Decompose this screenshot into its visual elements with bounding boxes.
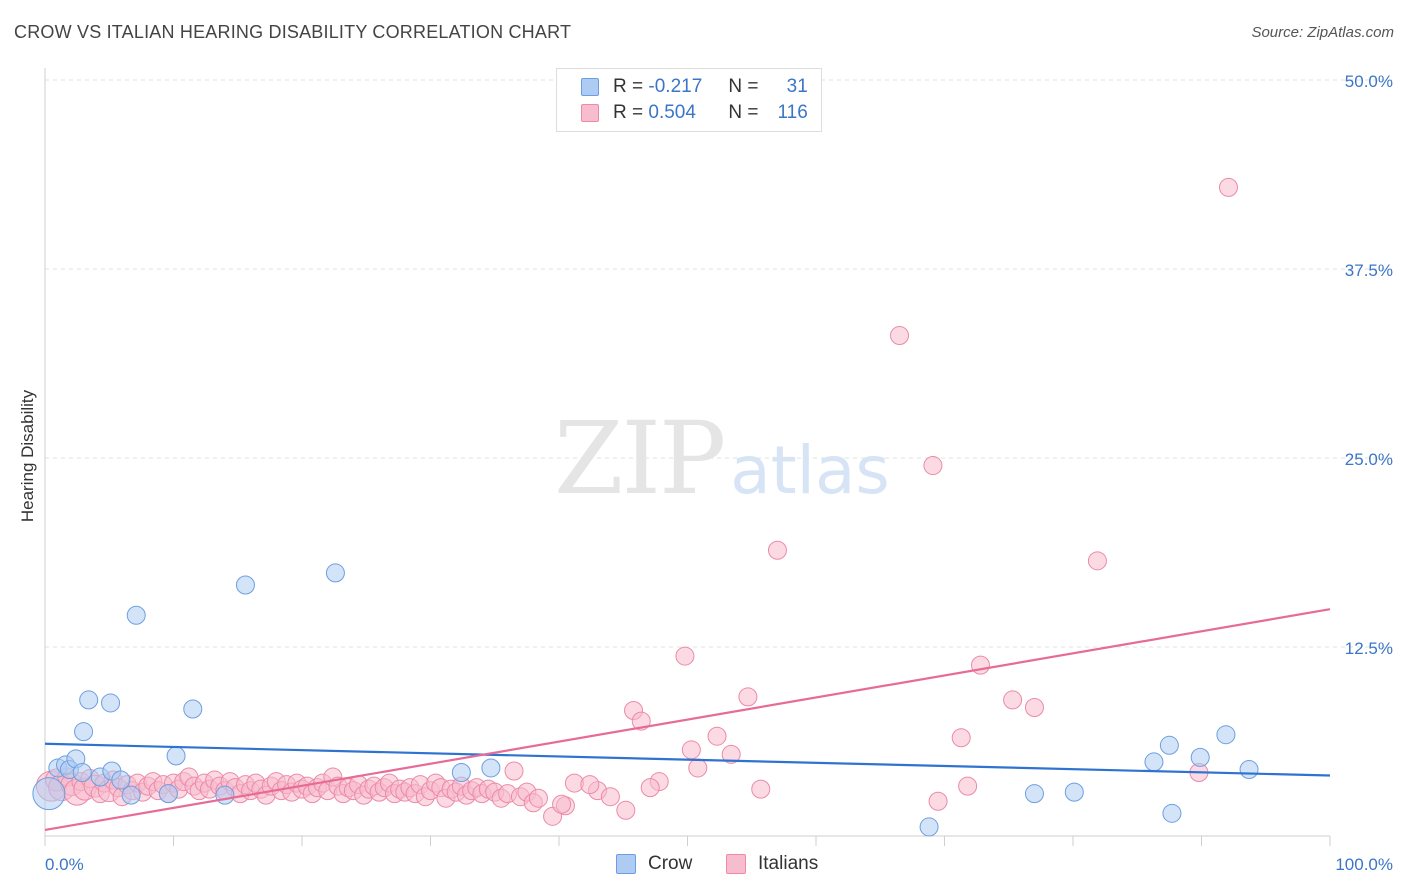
point-italians — [631, 711, 651, 731]
point-italians — [958, 776, 978, 796]
trend-line-italians — [44, 608, 1331, 832]
point-crow — [325, 563, 345, 583]
point-italians — [951, 728, 971, 748]
legend-row-italians: R = 0.504 N = 116 — [581, 101, 808, 125]
point-crow — [1024, 784, 1044, 804]
legend-row-crow: R = -0.217 N = 31 — [581, 75, 808, 99]
point-italians — [675, 646, 695, 666]
point-crow — [79, 690, 99, 710]
source-label: Source: ZipAtlas.com — [1251, 24, 1394, 41]
legend-item-italians[interactable]: Italians — [726, 852, 818, 876]
point-crow — [166, 746, 186, 766]
legend-bottom-swatch-crow — [616, 854, 636, 874]
point-italians — [616, 800, 636, 820]
point-italians — [1003, 690, 1023, 710]
point-italians — [738, 687, 758, 707]
y-tick-label: 12.5% — [1345, 639, 1393, 658]
x-tick-label: 0.0% — [45, 855, 84, 874]
legend-bottom-label-crow: Crow — [648, 853, 693, 874]
point-crow — [1162, 803, 1182, 823]
point-crow — [1239, 759, 1259, 779]
legend-n-value-italians: 116 — [777, 102, 808, 123]
point-italians — [767, 540, 787, 560]
point-crow — [121, 785, 141, 805]
point-crow — [158, 784, 178, 804]
trend-line-crow — [44, 742, 1331, 777]
point-crow — [1216, 725, 1236, 745]
point-italians — [580, 775, 600, 795]
point-italians — [890, 326, 910, 346]
point-crow — [111, 770, 131, 790]
point-italians — [1024, 697, 1044, 717]
legend-item-crow[interactable]: Crow — [616, 852, 692, 876]
y-tick-label: 50.0% — [1345, 72, 1393, 91]
point-crow — [215, 785, 235, 805]
chart-title: CROW VS ITALIAN HEARING DISABILITY CORRE… — [14, 22, 572, 42]
point-crow — [101, 693, 121, 713]
point-crow — [1159, 735, 1179, 755]
point-crow — [1190, 747, 1210, 767]
legend-n-label: N = — [728, 76, 759, 97]
point-crow — [74, 722, 94, 742]
point-crow — [481, 758, 501, 778]
point-italians — [681, 740, 701, 760]
legend-bottom-label-italians: Italians — [758, 853, 819, 874]
y-tick-label: 25.0% — [1345, 450, 1393, 469]
legend-bottom-swatch-italians — [726, 854, 746, 874]
legend-n-value-crow: 31 — [786, 76, 808, 97]
point-crow — [451, 762, 471, 782]
legend-n-label: N = — [728, 102, 759, 123]
point-italians — [600, 787, 620, 807]
point-crow — [72, 762, 92, 782]
point-italians — [721, 744, 741, 764]
point-crow — [32, 777, 66, 811]
legend-r-label: R = — [613, 102, 644, 123]
point-crow — [183, 699, 203, 719]
point-italians — [923, 456, 943, 476]
point-italians — [751, 779, 771, 799]
point-crow — [235, 575, 255, 595]
legend-r-label: R = — [613, 76, 644, 97]
x-tick-label: 100.0% — [1335, 855, 1393, 874]
point-italians — [528, 788, 548, 808]
point-italians — [1087, 551, 1107, 571]
point-italians — [970, 655, 990, 675]
legend-stats: R = -0.217 N = 31 R = 0.504 N = 116 — [556, 68, 822, 132]
point-italians — [640, 778, 660, 798]
point-crow — [919, 817, 939, 837]
point-italians — [707, 726, 727, 746]
point-italians — [1218, 177, 1238, 197]
y-tick-label: 37.5% — [1345, 261, 1393, 280]
point-crow — [1144, 752, 1164, 772]
point-italians — [688, 758, 708, 778]
point-crow — [1064, 782, 1084, 802]
legend-r-value-crow: -0.217 — [648, 76, 703, 97]
legend-swatch-crow — [581, 78, 599, 96]
point-italians — [552, 794, 572, 814]
legend-r-value-italians: 0.504 — [648, 102, 696, 123]
point-italians — [928, 791, 948, 811]
point-crow — [126, 605, 146, 625]
legend-swatch-italians — [581, 104, 599, 122]
point-italians — [504, 761, 524, 781]
